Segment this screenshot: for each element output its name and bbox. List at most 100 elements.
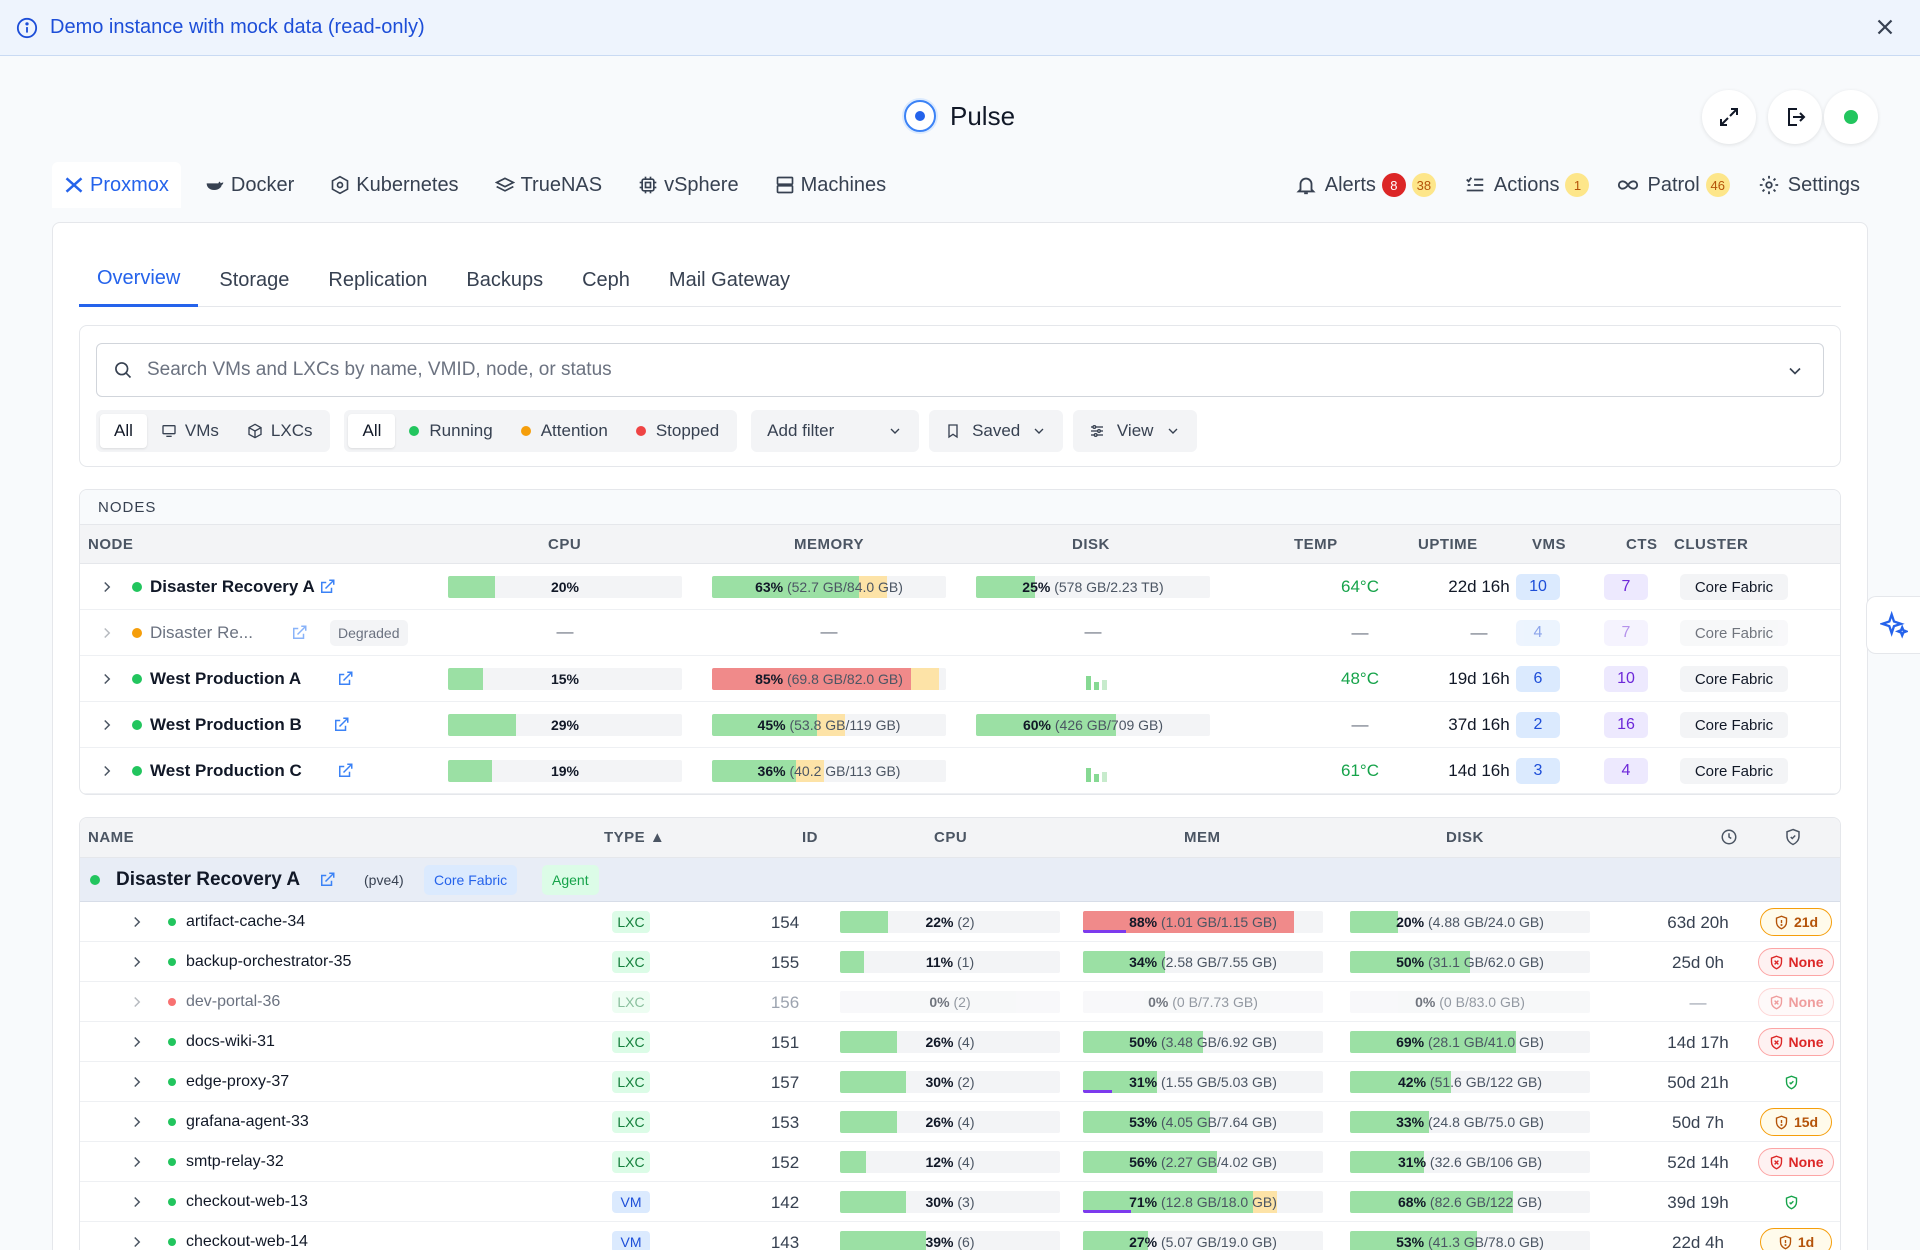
chevron-right-icon[interactable] <box>128 953 146 971</box>
tab-vsphere[interactable]: vSphere <box>626 162 751 208</box>
chevron-right-icon[interactable] <box>98 578 116 596</box>
chevron-right-icon[interactable] <box>128 993 146 1011</box>
tab-actions[interactable]: Actions 1 <box>1464 173 1590 197</box>
cpu-bar-percent: 15% <box>550 671 580 687</box>
node-name[interactable]: West Production A <box>150 669 302 688</box>
type-all[interactable]: All <box>100 414 147 448</box>
tab-storage[interactable]: Storage <box>219 268 290 291</box>
chevron-right-icon[interactable] <box>128 1193 146 1211</box>
node-name[interactable]: Disaster Re... <box>150 623 253 642</box>
chevron-right-icon[interactable] <box>98 716 116 734</box>
clock-icon[interactable] <box>1720 828 1738 846</box>
shield-icon[interactable] <box>1784 828 1802 846</box>
cpu-bar-label: 26% (4) <box>840 1111 1060 1133</box>
guest-name[interactable]: smtp-relay-32 <box>186 1153 284 1170</box>
external-link-icon[interactable] <box>318 578 336 596</box>
guest-name[interactable]: grafana-agent-33 <box>186 1113 309 1130</box>
search-input[interactable]: Search VMs and LXCs by name, VMID, node,… <box>96 343 1824 397</box>
external-link-icon[interactable] <box>336 762 354 780</box>
header-actions: Alerts 8 38 Actions 1 Patrol 46 Settings <box>1267 162 1860 208</box>
external-link-icon[interactable] <box>336 670 354 688</box>
chevron-right-icon[interactable] <box>128 913 146 931</box>
tab-proxmox[interactable]: Proxmox <box>52 162 181 208</box>
group-node-id: (pve4) <box>364 872 404 888</box>
node-row[interactable]: Disaster Recovery A 20% 63% (52.7 GB/84.0 … <box>80 564 1840 610</box>
chevron-right-icon[interactable] <box>98 624 116 642</box>
tab-docker[interactable]: Docker <box>193 162 306 208</box>
tab-alerts[interactable]: Alerts 8 38 <box>1295 173 1436 197</box>
node-row[interactable]: West Production C 19% 36% (40.2 GB/113 GB)… <box>80 748 1840 794</box>
tab-kubernetes[interactable]: Kubernetes <box>318 162 470 208</box>
mem-bar-fill <box>1083 1231 1148 1250</box>
cpu-bar-detail: (6) <box>957 1234 975 1250</box>
close-icon[interactable] <box>1872 14 1898 40</box>
guest-name[interactable]: docs-wiki-31 <box>186 1033 275 1050</box>
node-row[interactable]: West Production A 15% 85% (69.8 GB/82.0 GB… <box>80 656 1840 702</box>
node-row[interactable]: West Production B 29% 45% (53.8 GB/119 GB)… <box>80 702 1840 748</box>
guest-name[interactable]: backup-orchestrator-35 <box>186 953 352 970</box>
guest-name[interactable]: checkout-web-13 <box>186 1193 308 1210</box>
chevron-right-icon[interactable] <box>98 670 116 688</box>
tab-settings[interactable]: Settings <box>1758 174 1860 197</box>
tab-mail-gateway[interactable]: Mail Gateway <box>668 268 791 291</box>
tab-backups[interactable]: Backups <box>466 268 544 291</box>
ai-assistant-button[interactable] <box>1866 596 1920 654</box>
tab-truenas[interactable]: TrueNAS <box>483 162 615 208</box>
tab-ceph[interactable]: Ceph <box>582 268 630 291</box>
memory-bar-label: 85% (69.8 GB/82.0 GB) <box>712 668 946 690</box>
mem-bar: 71% (12.8 GB/18.0 GB) <box>1083 1191 1323 1213</box>
mem-bar-fill <box>1083 1071 1158 1093</box>
guest-row[interactable]: grafana-agent-33 LXC 153 26% (4) 53% (4.05 G… <box>80 1102 1840 1142</box>
guest-name[interactable]: artifact-cache-34 <box>186 913 306 930</box>
external-link-icon[interactable] <box>318 871 336 889</box>
guest-row[interactable]: edge-proxy-37 LXC 157 30% (2) 31% (1.55 GB/5… <box>80 1062 1840 1102</box>
status-running[interactable]: Running <box>395 414 506 448</box>
tab-machines[interactable]: Machines <box>763 162 899 208</box>
chevron-right-icon[interactable] <box>128 1033 146 1051</box>
guest-name[interactable]: edge-proxy-37 <box>186 1073 290 1090</box>
chevron-right-icon[interactable] <box>128 1113 146 1131</box>
guest-row[interactable]: checkout-web-14 VM 143 39% (6) 27% (5.07 GB/… <box>80 1222 1840 1250</box>
connection-status[interactable] <box>1824 90 1878 144</box>
guest-row[interactable]: dev-portal-36 LXC 156 0% (2) 0% (0 B/7.73 GB… <box>80 982 1840 1022</box>
tab-overview[interactable]: Overview <box>79 253 199 307</box>
uptime: 25d 0h <box>1672 953 1724 972</box>
infinity-icon <box>1618 180 1639 190</box>
chevron-down-icon[interactable] <box>1785 361 1805 381</box>
guest-row[interactable]: backup-orchestrator-35 LXC 155 11% (1) 34% (… <box>80 942 1840 982</box>
node-name[interactable]: West Production B <box>150 715 302 734</box>
status-all[interactable]: All <box>348 414 396 448</box>
guest-row[interactable]: artifact-cache-34 LXC 154 22% (2) 88% (1.01 … <box>80 902 1840 942</box>
disk-bar-detail: (28.1 GB/41.0 GB) <box>1427 1034 1544 1050</box>
node-name[interactable]: Disaster Recovery A <box>150 577 315 596</box>
external-link-icon[interactable] <box>332 716 350 734</box>
guest-row[interactable]: smtp-relay-32 LXC 152 12% (4) 56% (2.27 GB/4… <box>80 1142 1840 1182</box>
guest-row[interactable]: docs-wiki-31 LXC 151 26% (4) 50% (3.48 GB/6.… <box>80 1022 1840 1062</box>
mem-bar-percent: 50% <box>1129 1034 1158 1050</box>
chevron-right-icon[interactable] <box>128 1233 146 1250</box>
fullscreen-button[interactable] <box>1702 90 1756 144</box>
view-dropdown[interactable]: View <box>1073 410 1198 452</box>
node-group-row[interactable]: Disaster Recovery A (pve4) Core Fabric A… <box>80 858 1840 902</box>
status-attention[interactable]: Attention <box>507 414 622 448</box>
saved-dropdown[interactable]: Saved <box>929 410 1064 452</box>
memory-bar-percent: 63% <box>755 579 784 595</box>
chevron-right-icon[interactable] <box>128 1073 146 1091</box>
chevron-right-icon[interactable] <box>98 762 116 780</box>
guest-row[interactable]: checkout-web-13 VM 142 30% (3) 71% (12.8 GB/… <box>80 1182 1840 1222</box>
tab-replication[interactable]: Replication <box>328 268 428 291</box>
status-stopped[interactable]: Stopped <box>622 414 733 448</box>
chevron-right-icon[interactable] <box>128 1153 146 1171</box>
node-name[interactable]: West Production C <box>150 761 302 780</box>
tab-patrol[interactable]: Patrol 46 <box>1617 173 1730 197</box>
logout-button[interactable] <box>1768 90 1822 144</box>
guest-name[interactable]: dev-portal-36 <box>186 993 281 1010</box>
type-vms[interactable]: VMs <box>147 414 233 448</box>
disk-bar: 42% (51.6 GB/122 GB) <box>1350 1071 1590 1093</box>
add-filter-dropdown[interactable]: Add filter <box>751 410 920 452</box>
disk-bar-label: 25% (578 GB/2.23 TB) <box>976 576 1210 598</box>
guest-name[interactable]: checkout-web-14 <box>186 1233 308 1250</box>
type-lxcs[interactable]: LXCs <box>233 414 327 448</box>
node-row[interactable]: Disaster Re... Degraded — — — — — 4 7 Core Fabric <box>80 610 1840 656</box>
external-link-icon[interactable] <box>290 624 308 642</box>
